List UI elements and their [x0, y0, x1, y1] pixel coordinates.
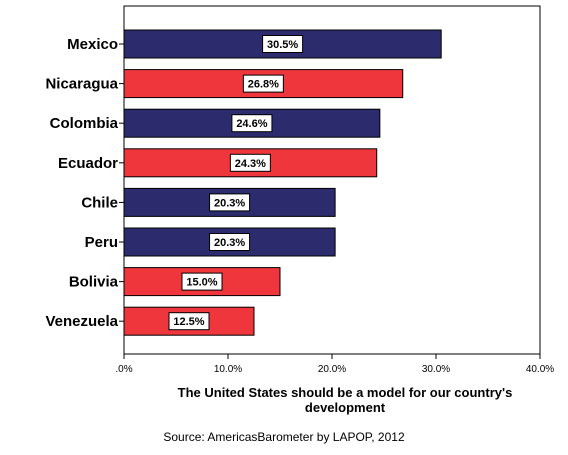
x-tick-label: .0% [115, 364, 132, 375]
data-label-box [242, 74, 284, 93]
data-label: 24.3% [235, 158, 266, 170]
x-tick-label: 30.0% [422, 364, 450, 375]
data-label-box [262, 35, 304, 53]
category-label: Peru [85, 234, 118, 251]
data-label: 30.5% [267, 39, 298, 51]
category-label: Venezuela [45, 313, 118, 330]
x-tick-label: 10.0% [214, 364, 242, 375]
category-label: Ecuador [58, 155, 118, 172]
x-tick-label: 40.0% [526, 364, 554, 375]
data-label: 26.8% [248, 79, 279, 91]
data-label: 15.0% [186, 277, 217, 289]
data-label-box [229, 153, 271, 172]
data-label-box [209, 233, 251, 251]
data-label-box [209, 193, 251, 212]
category-label: Chile [81, 194, 118, 211]
data-label: 20.3% [214, 237, 245, 249]
bar-chart: Mexico Nicaragua Colombia Ecuador Chile Peru B… [45, 5, 554, 375]
data-label: 12.5% [173, 316, 204, 328]
data-label-box [168, 312, 210, 331]
category-label: Bolivia [69, 274, 119, 291]
data-label: 24.6% [236, 118, 267, 130]
data-label-box [181, 272, 223, 291]
category-label: Colombia [50, 115, 119, 132]
category-label: Nicaragua [45, 76, 118, 93]
data-label: 20.3% [214, 197, 245, 209]
source-note: Source: AmericasBarometer by LAPOP, 2012 [163, 430, 405, 444]
category-label: Mexico [67, 36, 118, 53]
data-label-box [231, 114, 273, 133]
x-axis-title: The United States should be a model for … [177, 385, 513, 415]
x-tick-label: 20.0% [318, 364, 346, 375]
